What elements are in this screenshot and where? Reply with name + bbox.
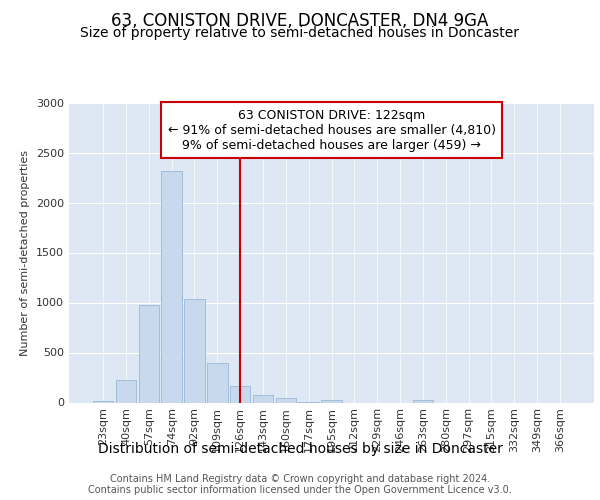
Bar: [139, 304, 159, 402]
Bar: [321, 400, 342, 402]
Text: 63 CONISTON DRIVE: 122sqm
← 91% of semi-detached houses are smaller (4,810)
9% o: 63 CONISTON DRIVE: 122sqm ← 91% of semi-…: [167, 108, 496, 152]
Y-axis label: Number of semi-detached properties: Number of semi-detached properties: [20, 150, 31, 356]
Text: Contains public sector information licensed under the Open Government Licence v3: Contains public sector information licen…: [88, 485, 512, 495]
Bar: [93, 400, 113, 402]
Text: Distribution of semi-detached houses by size in Doncaster: Distribution of semi-detached houses by …: [98, 442, 502, 456]
Text: Size of property relative to semi-detached houses in Doncaster: Size of property relative to semi-detach…: [80, 26, 520, 40]
Text: Contains HM Land Registry data © Crown copyright and database right 2024.: Contains HM Land Registry data © Crown c…: [110, 474, 490, 484]
Bar: [161, 170, 182, 402]
Bar: [413, 400, 433, 402]
Bar: [275, 398, 296, 402]
Bar: [230, 386, 250, 402]
Bar: [253, 395, 273, 402]
Bar: [116, 380, 136, 402]
Text: 63, CONISTON DRIVE, DONCASTER, DN4 9GA: 63, CONISTON DRIVE, DONCASTER, DN4 9GA: [112, 12, 488, 30]
Bar: [184, 298, 205, 403]
Bar: [207, 362, 227, 403]
